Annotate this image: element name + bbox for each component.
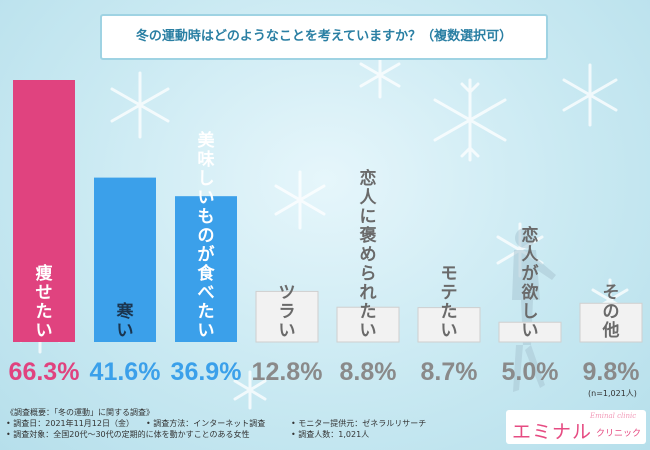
value-label-7: 5.0% (502, 358, 559, 386)
category-label-5: 恋人に褒められたい (359, 168, 378, 341)
category-label-8: その他 (602, 283, 620, 341)
brand-name: エミナル (512, 421, 593, 443)
footer-heading: 《調査概要：「冬の運動」に関する調査》 (6, 408, 154, 417)
brand-sub: クリニック (596, 429, 642, 439)
footer-target: • 調査対象：全国20代〜30代の定期的に体を動かすことのある女性 (6, 430, 250, 439)
chart-title: 冬の運動時はどのようなことを考えていますか？（複数選択可） (100, 14, 548, 60)
value-label-8: 9.8% (583, 358, 640, 386)
category-label-1: 痩せたい (36, 263, 54, 341)
value-label-6: 8.7% (421, 358, 478, 386)
footer-date: • 調査日：2021年11月12日（金） (6, 419, 134, 428)
category-label-3: 美味しいものが食べたい (198, 130, 216, 341)
footer-provider: • モニター提供元：ゼネラルリサーチ (291, 419, 427, 428)
category-label-4: ツラい (279, 283, 296, 341)
bar-1 (13, 80, 75, 342)
value-label-4: 12.8% (252, 358, 323, 386)
bar-2 (94, 177, 156, 342)
brand-logo: Eminal clinic エミナル クリニック (506, 410, 646, 444)
value-label-3: 36.9% (171, 358, 242, 386)
bar-8 (579, 302, 643, 343)
category-label-6: モテたい (441, 264, 458, 341)
survey-footer: 《調査概要：「冬の運動」に関する調査》 • 調査日：2021年11月12日（金）… (6, 407, 436, 449)
value-label-2: 41.6% (90, 358, 161, 386)
runner-silhouette (512, 228, 556, 392)
bar-7 (498, 321, 562, 343)
category-label-7: 恋人が欲しい (521, 225, 540, 341)
bar-5 (336, 306, 400, 343)
sample-size-note: (n=1,021人) (588, 389, 637, 398)
category-label-2: 寒い (117, 301, 134, 341)
bar-4 (255, 290, 319, 343)
value-label-5: 8.8% (340, 358, 397, 386)
bar-6 (417, 307, 481, 343)
brand-script: Eminal clinic (590, 412, 637, 420)
footer-count: • 調査人数：1,021人 (291, 430, 370, 439)
bar-3 (175, 196, 237, 342)
footer-method: • 調査方法：インターネット調査 (146, 419, 266, 428)
value-label-1: 66.3% (9, 358, 80, 386)
